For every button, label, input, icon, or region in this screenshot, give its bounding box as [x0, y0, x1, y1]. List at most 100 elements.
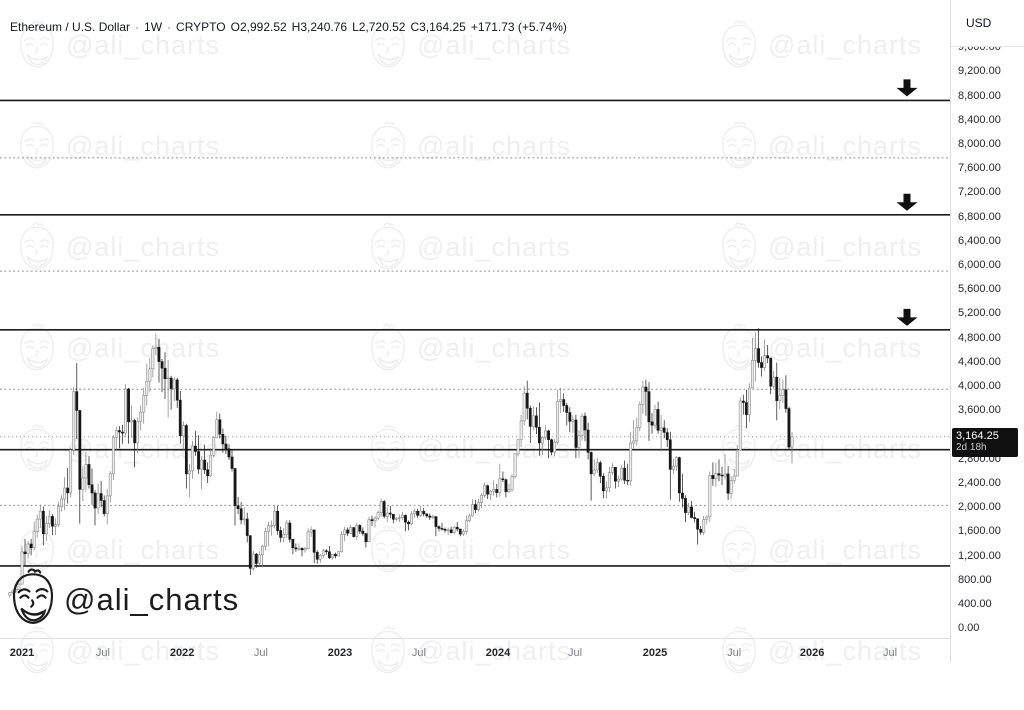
watermark-text: @ali_charts: [417, 534, 571, 565]
y-axis-label: 5,600.00: [958, 283, 1001, 296]
x-axis-label: Jul: [411, 647, 426, 659]
y-axis-label: 8,400.00: [958, 113, 1001, 126]
y-axis-label: 800.00: [958, 573, 992, 586]
watermark-item: @ali_charts: [716, 525, 922, 576]
watermark-text: @ali_charts: [768, 29, 922, 60]
candlestick-chart[interactable]: [0, 0, 950, 638]
y-axis-label: 4,800.00: [958, 331, 1001, 344]
ali-charts-logo: @ali_charts: [6, 568, 239, 632]
watermark-text: @ali_charts: [66, 130, 220, 161]
axis-separator-vertical: [950, 0, 951, 662]
watermark-text: @ali_charts: [768, 130, 922, 161]
y-axis-label: 1,600.00: [958, 525, 1001, 538]
header-separator: ·: [135, 20, 140, 34]
x-axis-label: Jul: [727, 647, 742, 659]
y-axis-label: 400.00: [958, 598, 992, 611]
price-axis[interactable]: USD 3,164.25 2d 18h 0.00 400.00 800.00 1,20…: [950, 0, 1024, 638]
y-axis-label: 2,400.00: [958, 477, 1001, 489]
watermark-text: @ali_charts: [66, 29, 220, 60]
cartoon-face-icon: [6, 568, 60, 632]
axis-separator-horizontal: [0, 638, 950, 639]
watermark-item: @ali_charts: [716, 323, 922, 374]
y-axis-label: 6,400.00: [958, 234, 1001, 247]
symbol-title[interactable]: Ethereum / U.S. Dollar: [10, 20, 131, 34]
watermark-text: @ali_charts: [417, 231, 571, 262]
change-label: +171.73 (+5.74%): [470, 20, 567, 34]
y-axis-label: 8,000.00: [958, 137, 1001, 150]
down-arrow-icon[interactable]: [896, 308, 918, 326]
x-axis-label: Jul: [95, 647, 110, 659]
time-axis[interactable]: 2021 Jul 2022 Jul 2023 Jul 2024 Jul 2025 Jul 2026 J…: [0, 638, 1024, 710]
watermark-item: @ali_charts: [716, 20, 922, 71]
x-axis-label: 2023: [327, 647, 353, 659]
header-separator: ·: [167, 20, 172, 34]
down-arrow-icon[interactable]: [896, 193, 918, 211]
watermark-text: @ali_charts: [417, 635, 571, 666]
watermark-item: @ali_charts: [14, 525, 220, 576]
x-axis-label: 2024: [485, 647, 511, 659]
watermark-item: @ali_charts: [14, 323, 220, 374]
watermark-text: @ali_charts: [417, 29, 571, 60]
watermark-item: @ali_charts: [14, 626, 220, 677]
watermark-item: @ali_charts: [365, 424, 571, 475]
y-axis-label: 3,600.00: [958, 404, 1001, 417]
bar-countdown: 2d 18h: [956, 441, 987, 453]
y-axis-label: 7,600.00: [958, 162, 1001, 175]
watermark-text: @ali_charts: [768, 433, 922, 464]
watermark-text: @ali_charts: [66, 332, 220, 363]
x-axis-label: Jul: [882, 647, 898, 659]
x-axis-label: 2026: [799, 647, 825, 659]
down-arrow-icon[interactable]: [896, 79, 918, 97]
x-axis-label: 2021: [9, 647, 35, 659]
logo-text: @ali_charts: [64, 582, 240, 618]
watermark-item: @ali_charts: [365, 222, 571, 273]
watermark-layer: @ali_charts @ali_charts @ali_chart: [14, 20, 922, 677]
watermark-text: @ali_charts: [66, 231, 220, 262]
watermark-text: @ali_charts: [417, 130, 571, 161]
y-axis-label: 8,800.00: [958, 89, 1001, 102]
last-price-badge: 3,164.25 2d 18h: [952, 427, 1018, 457]
watermark-item: @ali_charts: [14, 20, 220, 71]
watermark-item: @ali_charts: [716, 626, 922, 677]
watermark-item: @ali_charts: [365, 323, 571, 374]
ohlc-low: L2,720.52: [352, 20, 406, 34]
y-axis-label: 2,000.00: [958, 501, 1001, 514]
y-axis-label: 4,000.00: [958, 380, 1001, 393]
y-axis-label: 7,200.00: [958, 186, 1001, 199]
x-axis-label: 2022: [169, 647, 195, 659]
x-axis-label: Jul: [253, 647, 268, 659]
watermark-item: @ali_charts: [365, 525, 571, 576]
ohlc-high: H3,240.76: [291, 20, 348, 34]
y-axis-label: 0.00: [958, 622, 980, 635]
watermark-item: @ali_charts: [14, 121, 220, 172]
watermark-text: @ali_charts: [768, 231, 922, 262]
watermark-item: @ali_charts: [14, 222, 220, 273]
watermark-text: @ali_charts: [66, 534, 220, 565]
currency-label: USD: [966, 16, 992, 30]
y-axis-label: 6,800.00: [958, 210, 1001, 223]
watermark-text: @ali_charts: [768, 534, 922, 565]
symbol-header: Ethereum / U.S. Dollar · 1W · CRYPTO O2,…: [10, 20, 567, 34]
watermark-text: @ali_charts: [768, 332, 922, 363]
x-axis-label: 2025: [642, 647, 668, 659]
watermark-item: @ali_charts: [365, 121, 571, 172]
y-axis-label: 9,200.00: [958, 65, 1001, 78]
price-axis-header[interactable]: USD: [950, 0, 1024, 47]
exchange-label: CRYPTO: [176, 20, 226, 34]
interval-label[interactable]: 1W: [144, 20, 163, 34]
watermark-item: @ali_charts: [365, 20, 571, 71]
ohlc-open: O2,992.52: [230, 20, 287, 34]
watermark-item: @ali_charts: [365, 626, 571, 677]
watermark-text: @ali_charts: [768, 635, 922, 666]
watermark-text: @ali_charts: [417, 332, 571, 363]
x-axis-label: Jul: [567, 647, 583, 659]
y-axis-label: 6,000.00: [958, 259, 1001, 272]
watermark-text: @ali_charts: [66, 635, 220, 666]
y-axis-label: 5,200.00: [958, 307, 1001, 320]
last-price-value: 3,164.25: [956, 429, 999, 442]
watermark-item: @ali_charts: [716, 424, 922, 475]
y-axis-label: 4,400.00: [958, 355, 1001, 368]
ohlc-close: C3,164.25: [410, 20, 466, 34]
watermark-text: @ali_charts: [417, 433, 571, 464]
